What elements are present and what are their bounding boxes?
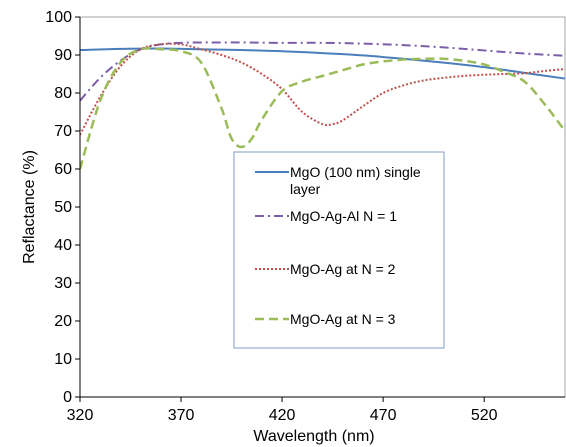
- y-tick-label: 60: [54, 161, 72, 178]
- series-layer: [80, 41, 566, 170]
- legend-label-2: MgO-Ag-Al N = 1: [290, 208, 397, 224]
- y-tick-label: 10: [54, 351, 72, 368]
- legend-label-1: MgO (100 nm) single layer: [290, 164, 421, 197]
- legend: MgO (100 nm) single layer MgO-Ag-Al N = 1 M…: [233, 151, 445, 349]
- series-line-4: [80, 46, 566, 170]
- y-axis-label: Reflactance (%): [21, 150, 38, 264]
- y-tick-label: 30: [54, 275, 72, 292]
- series-line-3: [80, 42, 566, 136]
- x-tick-label: 370: [168, 407, 195, 424]
- y-tick-label: 70: [54, 123, 72, 140]
- series-line-2: [80, 41, 566, 102]
- y-axis-ticks: 0 10 20 30 40 50 60 70 80 90 100: [45, 9, 80, 406]
- x-tick-label: 420: [269, 407, 296, 424]
- y-tick-label: 100: [45, 9, 72, 26]
- x-axis-label: Wavelength (nm): [253, 428, 374, 445]
- y-tick-label: 40: [54, 237, 72, 254]
- y-tick-label: 50: [54, 199, 72, 216]
- y-tick-label: 20: [54, 313, 72, 330]
- legend-box: [233, 151, 445, 349]
- legend-label-4: MgO-Ag at N = 3: [290, 311, 396, 327]
- x-tick-label: 320: [67, 407, 94, 424]
- series-line-1: [80, 47, 566, 80]
- x-tick-label: 520: [471, 407, 498, 424]
- legend-label-3: MgO-Ag at N = 2: [290, 261, 396, 277]
- x-tick-label: 470: [370, 407, 397, 424]
- y-tick-label: 90: [54, 47, 72, 64]
- y-tick-label: 80: [54, 85, 72, 102]
- y-tick-label: 0: [63, 389, 72, 406]
- x-axis-ticks: 320 370 420 470 520: [67, 397, 498, 424]
